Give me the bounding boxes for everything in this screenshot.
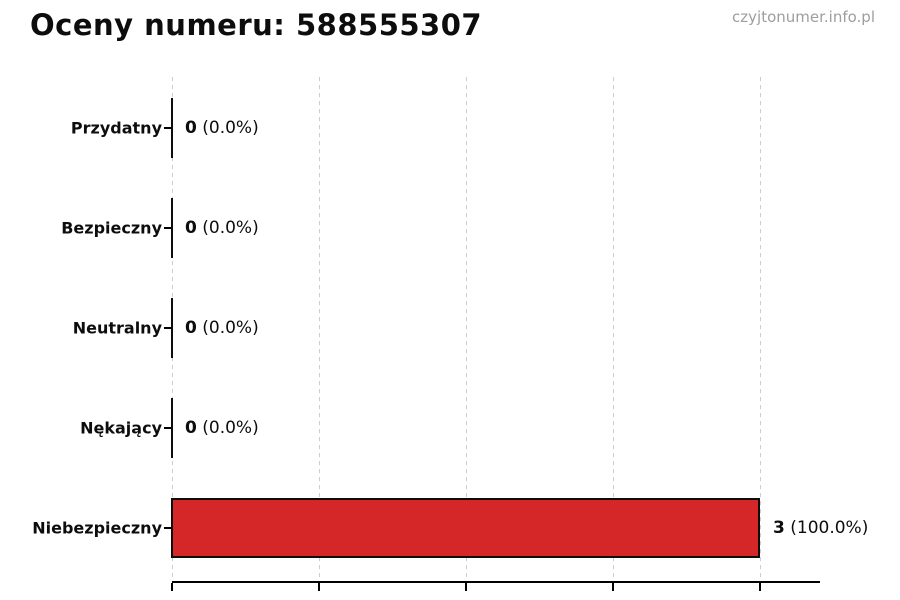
- watermark: czyjtonumer.info.pl: [732, 8, 875, 26]
- value-label: 0 (0.0%): [185, 318, 259, 338]
- value-percent: (0.0%): [196, 218, 259, 238]
- value-label: 0 (0.0%): [185, 218, 259, 238]
- category-label: Neutralny: [72, 318, 162, 338]
- value-count: 3: [773, 518, 785, 538]
- category-label: Nękający: [80, 418, 162, 438]
- y-axis-tick: [164, 327, 171, 329]
- x-axis-tick: [465, 583, 467, 591]
- y-axis-tick: [164, 427, 171, 429]
- value-percent: (0.0%): [196, 418, 259, 438]
- value-label: 0 (0.0%): [185, 418, 259, 438]
- x-axis-line: [172, 581, 820, 583]
- value-label: 3 (100.0%): [773, 518, 868, 538]
- value-count: 0: [185, 118, 197, 138]
- gridline: [318, 77, 320, 582]
- zero-value-bar: [171, 298, 173, 358]
- x-axis-tick: [171, 583, 173, 591]
- value-count: 0: [185, 218, 197, 238]
- zero-value-bar: [171, 198, 173, 258]
- zero-value-bar: [171, 398, 173, 458]
- x-axis-tick: [759, 583, 761, 591]
- value-count: 0: [185, 418, 197, 438]
- chart-title: Oceny numeru: 588555307: [30, 8, 483, 42]
- gridline: [759, 77, 761, 582]
- gridline: [465, 77, 467, 582]
- category-label: Przydatny: [70, 118, 162, 138]
- y-axis-tick: [164, 527, 171, 529]
- value-percent: (100.0%): [784, 518, 869, 538]
- x-axis-tick: [612, 583, 614, 591]
- value-percent: (0.0%): [196, 318, 259, 338]
- zero-value-bar: [171, 98, 173, 158]
- gridline: [612, 77, 614, 582]
- category-label: Niebezpieczny: [32, 518, 162, 538]
- value-percent: (0.0%): [196, 118, 259, 138]
- category-label: Bezpieczny: [61, 218, 162, 238]
- y-axis-tick: [164, 127, 171, 129]
- bar: [171, 498, 760, 558]
- x-axis-tick: [318, 583, 320, 591]
- value-count: 0: [185, 318, 197, 338]
- y-axis-tick: [164, 227, 171, 229]
- value-label: 0 (0.0%): [185, 118, 259, 138]
